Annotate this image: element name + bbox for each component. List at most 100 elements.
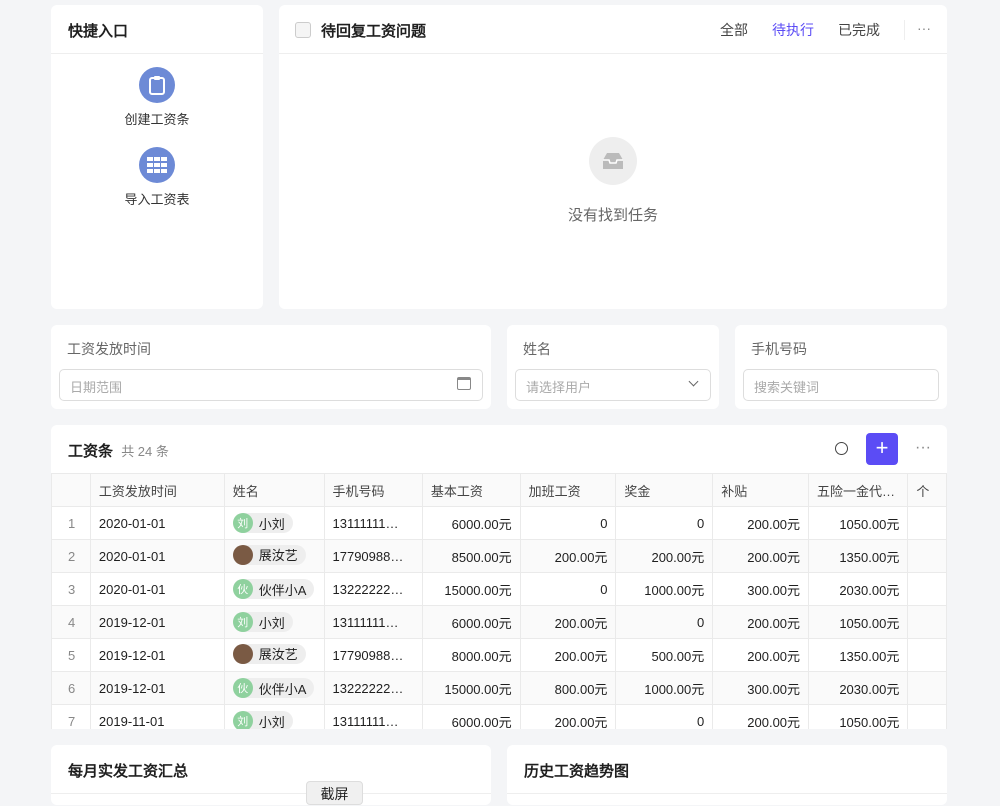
table-cell: [907, 572, 947, 606]
table-cell: 15000.00元: [421, 671, 521, 705]
monthly-summary-title: 每月实发工资汇总: [68, 763, 189, 780]
add-button[interactable]: +: [866, 433, 898, 465]
user-name: 伙伴小A: [258, 582, 307, 598]
table-cell: [907, 671, 947, 705]
table-row[interactable]: 7 2019-11-01 刘小刘 13111111… 6000.00元 200.00元 0 2…: [51, 704, 947, 729]
table-cell: 200.00元: [615, 539, 714, 573]
user-select[interactable]: 请选择用户: [515, 369, 711, 401]
search-icon[interactable]: [835, 442, 848, 455]
table-cell: 1000.00元: [615, 671, 714, 705]
screenshot-button[interactable]: 截屏: [306, 781, 363, 805]
table-title: 工资条 共 24 条: [68, 443, 169, 460]
monthly-summary-card: 每月实发工资汇总: [51, 745, 491, 805]
avatar: 伙: [232, 579, 253, 599]
filter-phone: 手机号码 搜索关键词: [735, 325, 947, 409]
avatar: [232, 544, 253, 565]
table-cell: 1350.00元: [808, 638, 909, 672]
table-cell: 15000.00元: [421, 572, 521, 606]
table-row[interactable]: 1 2020-01-01 刘小刘 13111111… 6000.00元 0 0 200.00元…: [51, 506, 947, 540]
user-name: 小刘: [258, 516, 285, 532]
table-cell: 0: [519, 572, 617, 606]
table-cell: 6000.00元: [421, 605, 521, 639]
table-cell: 300.00元: [712, 572, 810, 606]
table-cell: 2019-12-01: [89, 671, 225, 705]
table-cell: 200.00元: [712, 605, 810, 639]
user-name: 展汝艺: [258, 548, 298, 563]
user-tag: 刘小刘: [232, 513, 293, 533]
column-header[interactable]: 姓名: [223, 473, 325, 507]
table-cell: 17790988…: [323, 638, 423, 672]
quick-entry-title: 快捷入口: [68, 23, 129, 40]
create-payslip-button[interactable]: 创建工资条: [51, 67, 263, 128]
table-cell: [907, 605, 947, 639]
name-cell: 伙伙伴小A: [223, 572, 325, 606]
table-cell: 300.00元: [712, 671, 810, 705]
more-icon[interactable]: ···: [915, 439, 931, 456]
more-icon[interactable]: ···: [904, 20, 931, 40]
table-cell: 1050.00元: [808, 704, 909, 729]
date-range-input[interactable]: 日期范围: [59, 369, 483, 401]
table-cell: 800.00元: [519, 671, 617, 705]
table-cell: 2: [51, 539, 91, 573]
name-cell: 伙伙伴小A: [223, 671, 325, 705]
table-cell: 6000.00元: [421, 506, 521, 540]
table-cell: 2020-01-01: [89, 539, 225, 573]
table-cell: 200.00元: [712, 539, 810, 573]
table-cell: 200.00元: [519, 638, 617, 672]
filter-name-label: 姓名: [523, 341, 551, 357]
table-cell: [907, 539, 947, 573]
table-row[interactable]: 6 2019-12-01 伙伙伴小A 13222222… 15000.00元 800.00…: [51, 671, 947, 705]
table-cell: 5: [51, 638, 91, 672]
table-cell: 2020-01-01: [89, 506, 225, 540]
payslip-table-card: 工资条 共 24 条 + ··· 工资发放时间 姓名 手机号码 基本工资 加班工资 奖金补…: [51, 425, 947, 729]
column-header[interactable]: 基本工资: [421, 473, 521, 507]
table-cell: 0: [615, 605, 714, 639]
inbox-icon: [589, 137, 637, 185]
salary-trend-card: 历史工资趋势图: [507, 745, 947, 805]
table-cell: 2019-12-01: [89, 605, 225, 639]
tab-all[interactable]: 全部: [720, 22, 748, 38]
table-row[interactable]: 4 2019-12-01 刘小刘 13111111… 6000.00元 200.00元 0 2…: [51, 605, 947, 639]
table-row[interactable]: 3 2020-01-01 伙伙伴小A 13222222… 15000.00元 0 1000.…: [51, 572, 947, 606]
column-header[interactable]: 补贴: [712, 473, 810, 507]
filter-date: 工资发放时间 日期范围: [51, 325, 491, 409]
table-cell: 2030.00元: [808, 671, 909, 705]
payslip-table: 工资发放时间 姓名 手机号码 基本工资 加班工资 奖金 补贴 五险一金代… 个 1 2020-01…: [51, 473, 947, 729]
table-row[interactable]: 5 2019-12-01 展汝艺 17790988… 8000.00元 200.00元 50…: [51, 638, 947, 672]
phone-search-input[interactable]: 搜索关键词: [743, 369, 939, 401]
table-cell: 1050.00元: [808, 605, 909, 639]
table-cell: 13222222…: [323, 671, 423, 705]
import-payroll-button[interactable]: 导入工资表: [51, 147, 263, 208]
user-tag: 伙伙伴小A: [232, 579, 315, 599]
column-header[interactable]: 个: [907, 473, 947, 507]
name-cell: 展汝艺: [223, 539, 325, 573]
filter-name: 姓名 请选择用户: [507, 325, 719, 409]
import-payroll-label: 导入工资表: [124, 192, 190, 207]
column-header[interactable]: 五险一金代…: [808, 473, 909, 507]
table-cell: 13111111…: [323, 506, 423, 540]
table-cell: 1350.00元: [808, 539, 909, 573]
quick-entry-card: 快捷入口 创建工资条 导入工资表: [51, 5, 263, 309]
column-header[interactable]: 奖金: [615, 473, 714, 507]
table-cell: 2019-12-01: [89, 638, 225, 672]
filter-date-label: 工资发放时间: [67, 341, 151, 357]
table-cell: 0: [615, 506, 714, 540]
tab-done[interactable]: 已完成: [838, 22, 880, 38]
user-tag: 刘小刘: [232, 711, 293, 729]
tab-pending[interactable]: 待执行: [772, 22, 814, 38]
table-row[interactable]: 2 2020-01-01 展汝艺 17790988… 8500.00元 200.00元 20…: [51, 539, 947, 573]
column-header[interactable]: [51, 473, 91, 507]
column-header[interactable]: 加班工资: [519, 473, 617, 507]
table-cell: 17790988…: [323, 539, 423, 573]
user-name: 小刘: [258, 615, 285, 631]
salary-trend-title: 历史工资趋势图: [524, 763, 630, 780]
table-cell: 200.00元: [712, 506, 810, 540]
table-cell: 1: [51, 506, 91, 540]
select-all-checkbox[interactable]: [295, 22, 311, 38]
name-cell: 刘小刘: [223, 605, 325, 639]
avatar: [232, 643, 253, 664]
avatar: 伙: [232, 678, 253, 698]
column-header[interactable]: 手机号码: [323, 473, 423, 507]
table-cell: 200.00元: [519, 539, 617, 573]
column-header[interactable]: 工资发放时间: [89, 473, 225, 507]
